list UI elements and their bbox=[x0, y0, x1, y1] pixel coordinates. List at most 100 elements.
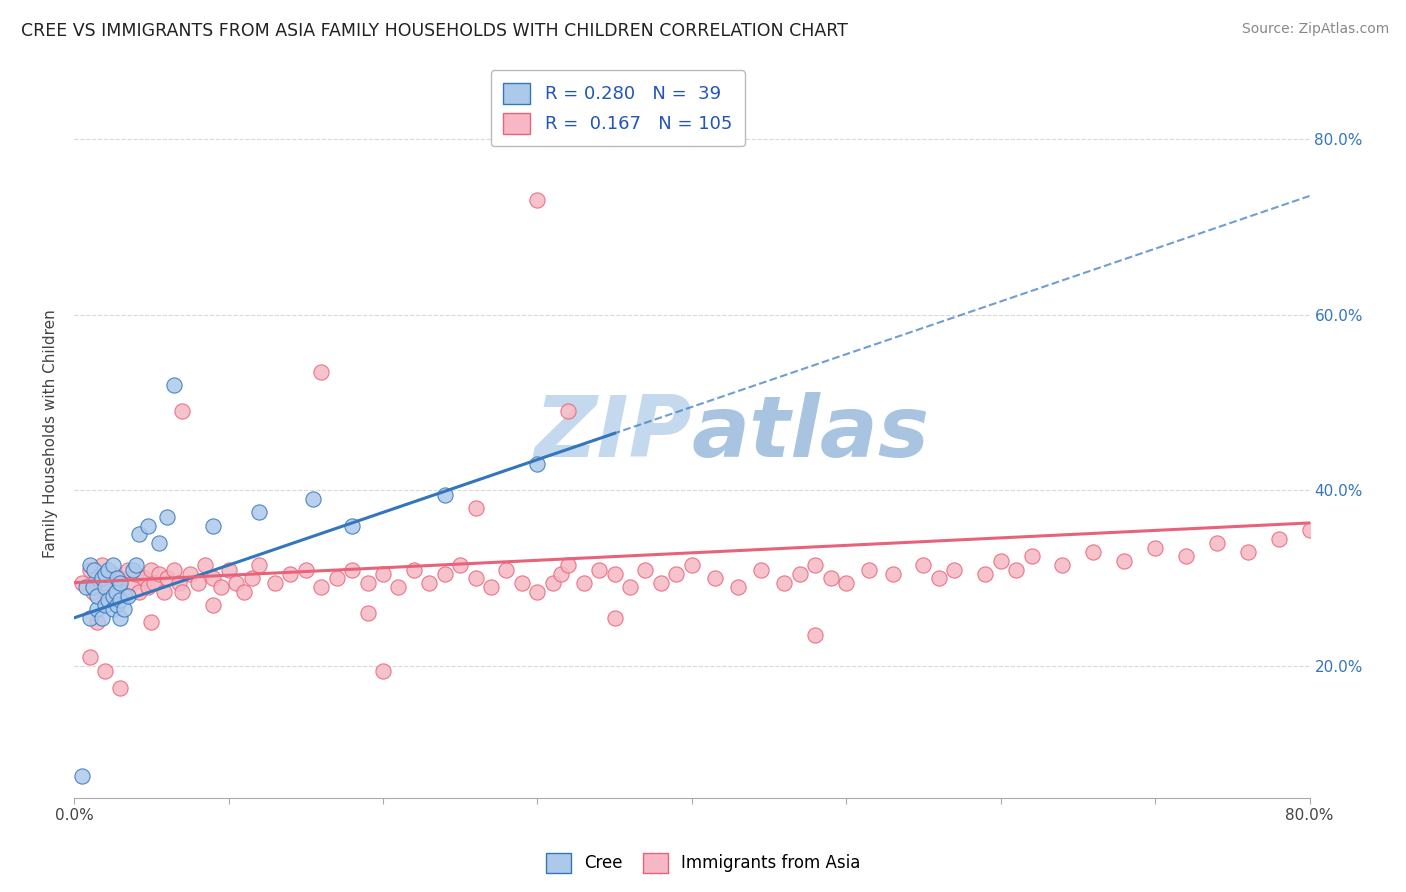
Point bbox=[163, 562, 186, 576]
Point bbox=[309, 365, 332, 379]
Point bbox=[263, 575, 285, 590]
Point bbox=[588, 562, 610, 576]
Point bbox=[202, 518, 225, 533]
Point bbox=[110, 611, 132, 625]
Point bbox=[82, 584, 104, 599]
Point bbox=[128, 584, 150, 599]
Point bbox=[125, 566, 148, 581]
Point bbox=[526, 457, 548, 471]
Point bbox=[75, 580, 97, 594]
Point bbox=[449, 558, 471, 573]
Legend: R = 0.280   N =  39, R =  0.167   N = 105: R = 0.280 N = 39, R = 0.167 N = 105 bbox=[491, 70, 745, 146]
Text: CREE VS IMMIGRANTS FROM ASIA FAMILY HOUSEHOLDS WITH CHILDREN CORRELATION CHART: CREE VS IMMIGRANTS FROM ASIA FAMILY HOUS… bbox=[21, 22, 848, 40]
Point bbox=[172, 584, 194, 599]
Point bbox=[1005, 562, 1028, 576]
Point bbox=[557, 404, 579, 418]
Point bbox=[858, 562, 880, 576]
Point bbox=[1236, 545, 1258, 559]
Point bbox=[163, 378, 186, 392]
Point bbox=[402, 562, 425, 576]
Point bbox=[619, 580, 641, 594]
Point bbox=[603, 611, 626, 625]
Point bbox=[97, 593, 120, 607]
Point bbox=[90, 558, 112, 573]
Point bbox=[749, 562, 772, 576]
Point bbox=[371, 664, 394, 678]
Point bbox=[148, 566, 170, 581]
Point bbox=[128, 527, 150, 541]
Point bbox=[79, 650, 101, 665]
Point bbox=[928, 571, 950, 585]
Point bbox=[1083, 545, 1105, 559]
Point bbox=[125, 558, 148, 573]
Point bbox=[104, 584, 127, 599]
Point bbox=[340, 518, 363, 533]
Point bbox=[167, 575, 190, 590]
Point bbox=[70, 575, 93, 590]
Point bbox=[101, 602, 124, 616]
Text: Source: ZipAtlas.com: Source: ZipAtlas.com bbox=[1241, 22, 1389, 37]
Point bbox=[495, 562, 517, 576]
Point bbox=[1298, 523, 1320, 537]
Text: atlas: atlas bbox=[692, 392, 929, 475]
Point bbox=[247, 505, 270, 519]
Point bbox=[356, 575, 378, 590]
Point bbox=[1021, 549, 1043, 564]
Point bbox=[110, 681, 132, 696]
Point bbox=[882, 566, 904, 581]
Point bbox=[387, 580, 409, 594]
Point bbox=[704, 571, 727, 585]
Point bbox=[136, 518, 159, 533]
Point bbox=[665, 566, 688, 581]
Point bbox=[804, 628, 827, 642]
Point bbox=[557, 558, 579, 573]
Point bbox=[240, 571, 263, 585]
Point bbox=[79, 562, 101, 576]
Point bbox=[156, 509, 179, 524]
Point bbox=[121, 562, 143, 576]
Point bbox=[464, 501, 486, 516]
Point bbox=[94, 664, 117, 678]
Point bbox=[572, 575, 595, 590]
Point bbox=[83, 562, 105, 576]
Point bbox=[101, 558, 124, 573]
Point bbox=[112, 602, 135, 616]
Point bbox=[101, 589, 124, 603]
Point bbox=[1175, 549, 1198, 564]
Point bbox=[136, 580, 159, 594]
Point bbox=[773, 575, 796, 590]
Point bbox=[302, 492, 325, 507]
Point bbox=[97, 562, 120, 576]
Point bbox=[179, 566, 201, 581]
Point bbox=[371, 566, 394, 581]
Point bbox=[79, 611, 101, 625]
Y-axis label: Family Households with Children: Family Households with Children bbox=[44, 309, 58, 558]
Point bbox=[1267, 532, 1289, 546]
Point bbox=[1144, 541, 1167, 555]
Point bbox=[526, 584, 548, 599]
Point bbox=[225, 575, 247, 590]
Point bbox=[156, 571, 179, 585]
Point bbox=[152, 584, 174, 599]
Point bbox=[550, 566, 572, 581]
Point bbox=[110, 575, 132, 590]
Point bbox=[105, 598, 128, 612]
Point bbox=[233, 584, 256, 599]
Point bbox=[90, 611, 112, 625]
Point bbox=[117, 562, 139, 576]
Point bbox=[94, 566, 117, 581]
Point bbox=[187, 575, 209, 590]
Point bbox=[1114, 554, 1136, 568]
Point bbox=[541, 575, 564, 590]
Point bbox=[86, 589, 108, 603]
Point bbox=[105, 571, 128, 585]
Text: ZIP: ZIP bbox=[534, 392, 692, 475]
Point bbox=[1205, 536, 1227, 550]
Point bbox=[79, 558, 101, 573]
Point bbox=[209, 580, 232, 594]
Point bbox=[202, 571, 225, 585]
Point bbox=[433, 488, 456, 502]
Point bbox=[112, 589, 135, 603]
Point bbox=[90, 571, 112, 585]
Point bbox=[141, 562, 163, 576]
